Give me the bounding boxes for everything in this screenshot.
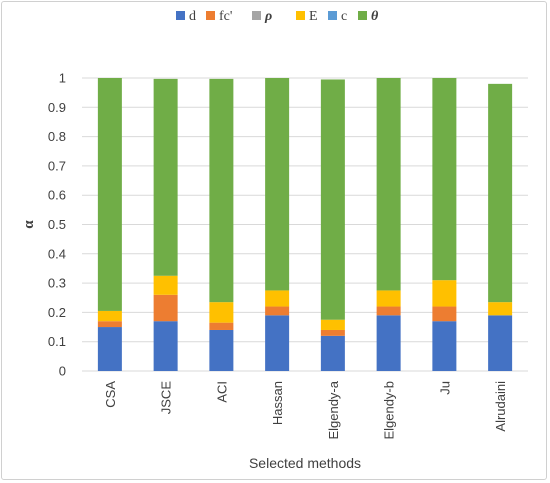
bar-segment [265, 315, 290, 371]
bar-segment [153, 78, 178, 276]
bar-segment [153, 294, 178, 322]
x-tick-label: Hassan [270, 381, 285, 425]
x-tick-label: JSCE [159, 381, 174, 415]
bar-segment [376, 78, 401, 291]
bar-segment [209, 78, 234, 303]
bar-segment [320, 335, 345, 371]
legend-swatch [358, 11, 367, 20]
bar-segment [97, 321, 122, 328]
legend-label: E [309, 9, 318, 24]
x-tick-label: Alrudaini [493, 381, 508, 432]
legend-label: ρ [264, 9, 272, 24]
legend-swatch [206, 11, 215, 20]
bar-segment [432, 321, 457, 371]
bar-segment [97, 310, 122, 322]
legend-swatch [252, 11, 261, 20]
y-tick-label: 0.7 [48, 158, 66, 173]
bar-segment [320, 79, 345, 320]
y-tick-label: 0.1 [48, 334, 66, 349]
bar-segment [153, 275, 178, 295]
y-tick-label: 0.5 [48, 217, 66, 232]
legend-label: θ [371, 9, 379, 24]
bar-segment [320, 319, 345, 330]
bar-segment [376, 290, 401, 307]
bars [97, 78, 513, 371]
x-axis-label: Selected methods [249, 455, 361, 471]
bar-segment [488, 83, 513, 303]
legend-label: fc' [219, 9, 232, 24]
x-tick-labels: CSA JSCE ACI Hassan Elgendy-a Elgendy-b Ju Alru… [103, 380, 508, 439]
gridlines [82, 77, 528, 372]
x-tick-label: Ju [437, 381, 452, 395]
x-tick-label: ACI [214, 381, 229, 403]
bar-segment [97, 78, 122, 311]
y-tick-labels: 0 0.1 0.2 0.3 0.4 0.5 0.6 0.7 0.8 0.9 1 [48, 71, 66, 379]
bar-segment [432, 306, 457, 322]
legend-swatch [328, 11, 337, 20]
y-tick-label: 0.6 [48, 188, 66, 203]
bar-segment [265, 306, 290, 316]
legend-swatch [176, 11, 185, 20]
y-tick-label: 0.9 [48, 100, 66, 115]
bar-segment [97, 327, 122, 371]
x-tick-label: Elgendy-a [326, 380, 341, 439]
x-tick-label: Elgendy-b [382, 381, 397, 440]
y-tick-label: 0.4 [48, 246, 66, 261]
legend-swatch [296, 11, 305, 20]
bar-segment [209, 302, 234, 323]
bar-segment [153, 321, 178, 371]
bar-segment [432, 78, 457, 281]
y-tick-label: 0 [59, 364, 66, 379]
bar-segment [320, 329, 345, 336]
legend-label: d [189, 9, 196, 24]
bar-segment [209, 329, 234, 371]
bar-segment [488, 302, 513, 316]
bar-segment [265, 290, 290, 307]
bar-segment [488, 315, 513, 371]
y-axis-label: α [21, 220, 37, 229]
bar-segment [376, 306, 401, 316]
y-tick-label: 0.3 [48, 276, 66, 291]
y-tick-label: 0.8 [48, 129, 66, 144]
bar-segment [376, 315, 401, 371]
bar-segment [432, 280, 457, 307]
legend-label: c [341, 9, 347, 24]
x-tick-label: CSA [103, 381, 118, 408]
y-tick-label: 0.2 [48, 305, 66, 320]
bar-segment [209, 322, 234, 330]
bar-segment [265, 78, 290, 291]
y-tick-label: 1 [59, 71, 66, 86]
